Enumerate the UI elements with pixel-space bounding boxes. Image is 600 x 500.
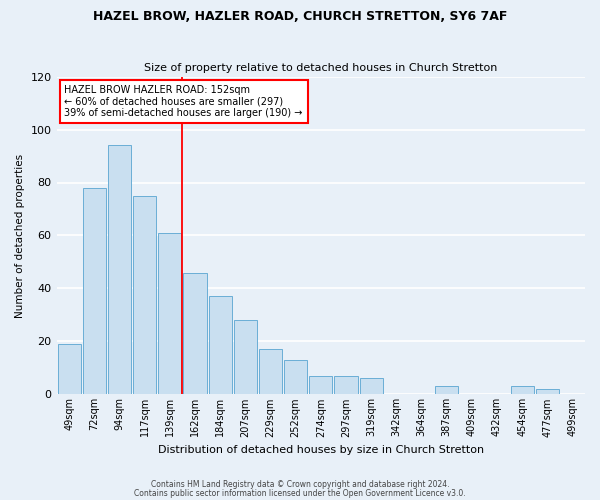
Bar: [184, 272, 206, 394]
Bar: [58, 344, 80, 395]
X-axis label: Distribution of detached houses by size in Church Stretton: Distribution of detached houses by size …: [158, 445, 484, 455]
Text: Contains public sector information licensed under the Open Government Licence v3: Contains public sector information licen…: [134, 488, 466, 498]
Text: HAZEL BROW HAZLER ROAD: 152sqm
← 60% of detached houses are smaller (297)
39% of: HAZEL BROW HAZLER ROAD: 152sqm ← 60% of …: [64, 84, 303, 117]
Bar: [83, 188, 106, 394]
Bar: [284, 360, 307, 394]
Bar: [511, 386, 533, 394]
Bar: [309, 376, 332, 394]
Text: HAZEL BROW, HAZLER ROAD, CHURCH STRETTON, SY6 7AF: HAZEL BROW, HAZLER ROAD, CHURCH STRETTON…: [93, 10, 507, 23]
Bar: [334, 376, 358, 394]
Bar: [108, 146, 131, 394]
Bar: [359, 378, 383, 394]
Bar: [435, 386, 458, 394]
Bar: [133, 196, 156, 394]
Bar: [158, 233, 181, 394]
Text: Contains HM Land Registry data © Crown copyright and database right 2024.: Contains HM Land Registry data © Crown c…: [151, 480, 449, 489]
Y-axis label: Number of detached properties: Number of detached properties: [15, 154, 25, 318]
Bar: [234, 320, 257, 394]
Bar: [536, 389, 559, 394]
Bar: [259, 350, 282, 395]
Bar: [209, 296, 232, 394]
Title: Size of property relative to detached houses in Church Stretton: Size of property relative to detached ho…: [144, 63, 497, 73]
